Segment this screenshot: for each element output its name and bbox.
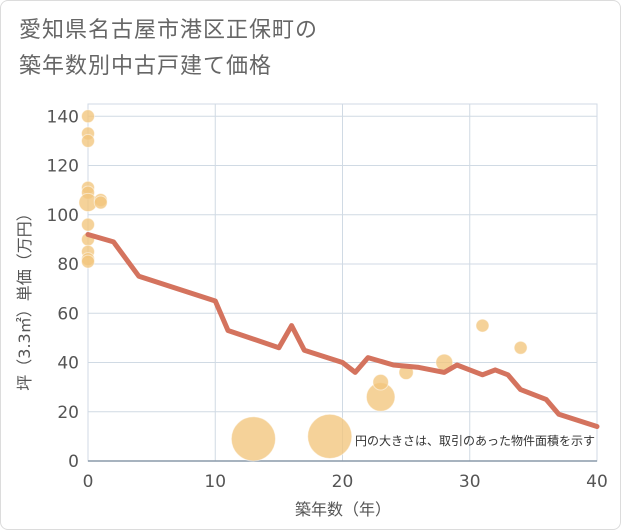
- bubble-point: [81, 133, 95, 148]
- grid: [87, 103, 598, 462]
- y-tick-label: 0: [68, 452, 79, 472]
- bubble-point: [81, 254, 95, 269]
- y-axis-label: 坪（3.3㎡）単価（万円）: [15, 205, 34, 390]
- bubble-point: [93, 195, 108, 210]
- bubble-point: [81, 217, 95, 232]
- y-tick-label: 80: [57, 255, 79, 275]
- bubble-point: [372, 373, 389, 391]
- price-line-series: [85, 232, 600, 429]
- x-tick-label: 20: [332, 472, 354, 492]
- x-tick-label: 40: [586, 472, 608, 492]
- bubble-point: [475, 318, 490, 333]
- bubble-size-note: 円の大きさは、取引のあった物件面積を示す: [355, 433, 595, 448]
- bubble-point: [513, 340, 528, 355]
- bubble-series: [78, 109, 528, 462]
- bubble-point: [81, 109, 95, 124]
- price-line: [85, 232, 600, 429]
- x-tick-label: 30: [459, 472, 481, 492]
- y-tick-label: 140: [47, 107, 79, 127]
- y-tick-label: 40: [57, 354, 79, 374]
- y-tick-label: 100: [47, 206, 79, 226]
- x-tick-label: 0: [83, 472, 94, 492]
- chart-title-line-1: 愛知県名古屋市港区正保町の: [19, 18, 319, 43]
- bubble-point: [307, 413, 353, 459]
- y-tick-label: 60: [57, 304, 79, 324]
- y-tick-label: 20: [57, 403, 79, 423]
- bubble-point: [230, 416, 277, 462]
- chart-title: 愛知県名古屋市港区正保町の 築年数別中古戸建て価格: [19, 13, 579, 85]
- x-tick-label: 10: [204, 472, 226, 492]
- axis-ticks: 0 20 40 60 80 100 120 140 0 10 20 30 40: [47, 107, 608, 492]
- y-tick-label: 120: [47, 157, 79, 177]
- x-axis-label: 築年数（年）: [295, 500, 391, 519]
- chart-title-line-2: 築年数別中古戸建て価格: [19, 54, 273, 79]
